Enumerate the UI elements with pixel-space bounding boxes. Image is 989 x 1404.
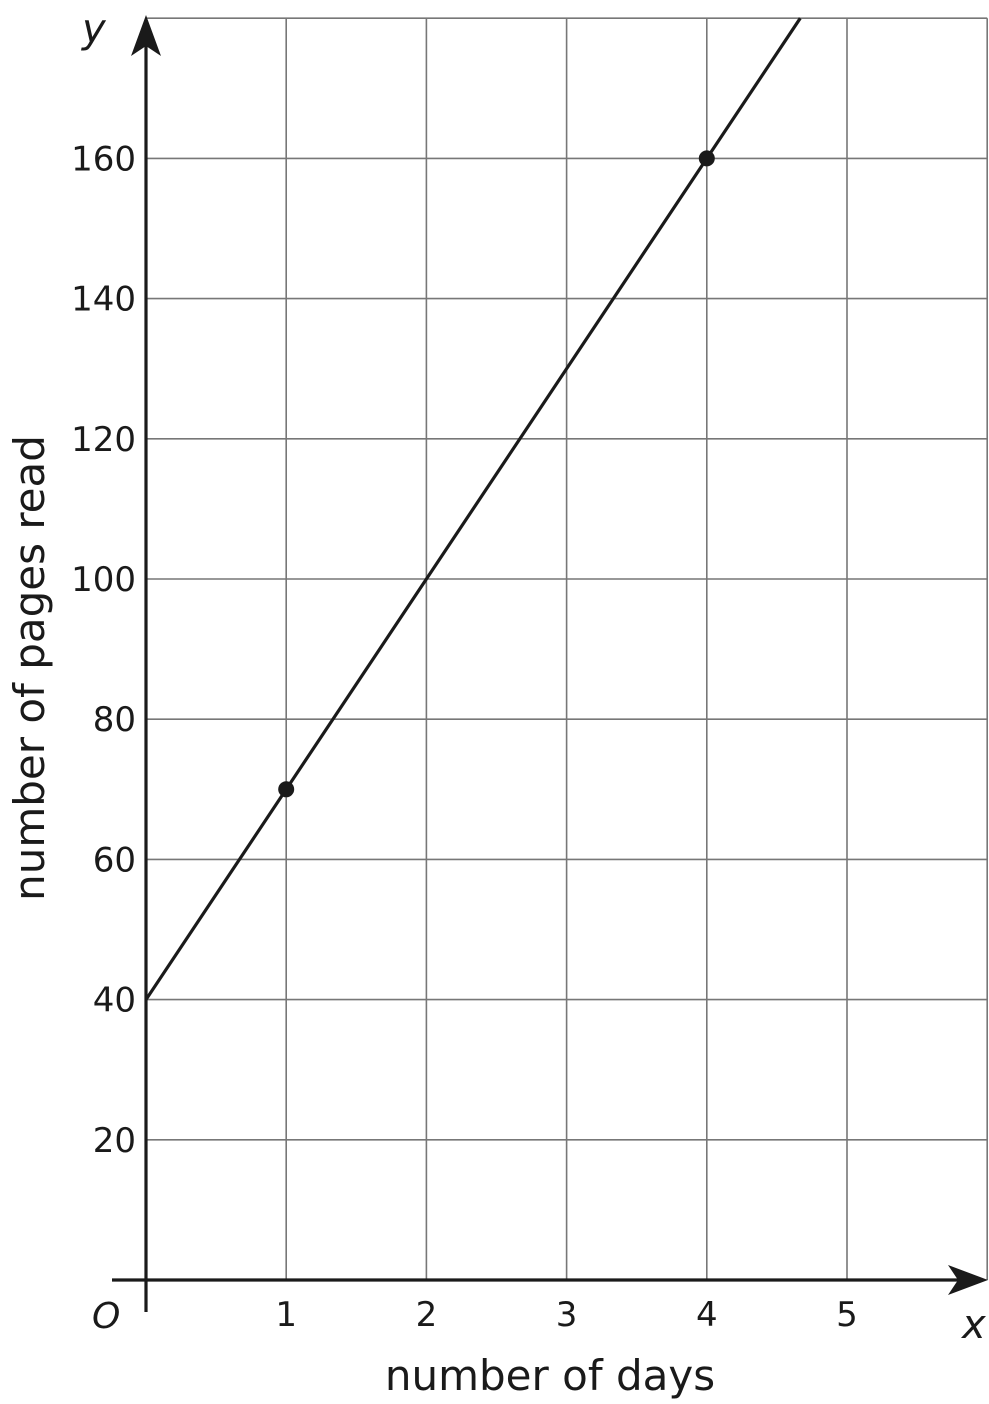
- y-tick-label: 40: [93, 981, 136, 1021]
- y-axis-arrow-icon: [131, 15, 161, 56]
- y-tick-label: 160: [71, 139, 136, 179]
- x-axis-variable: x: [960, 1302, 986, 1348]
- x-tick-label: 4: [696, 1295, 718, 1335]
- axes: [112, 15, 988, 1312]
- origin-label: O: [92, 1296, 120, 1337]
- data-point: [278, 781, 295, 798]
- grid: [146, 17, 989, 1280]
- y-tick-label: 140: [71, 280, 136, 320]
- y-tick-label: 120: [71, 420, 136, 460]
- data-point: [698, 150, 715, 167]
- y-tick-label: 100: [71, 560, 136, 600]
- x-tick-label: 3: [556, 1295, 578, 1335]
- y-tick-label: 60: [93, 840, 136, 880]
- x-axis-arrow-icon: [948, 1265, 988, 1295]
- y-axis-label: number of pages read: [5, 435, 54, 901]
- y-tick-label: 80: [93, 700, 136, 740]
- y-tick-label: 20: [93, 1121, 136, 1161]
- y-axis-variable: y: [81, 6, 107, 52]
- x-tick-label: 1: [275, 1295, 297, 1335]
- x-tick-label: 2: [416, 1295, 438, 1335]
- x-tick-label: 5: [836, 1295, 858, 1335]
- data-line: [144, 17, 802, 1001]
- x-axis-label: number of days: [385, 1351, 715, 1400]
